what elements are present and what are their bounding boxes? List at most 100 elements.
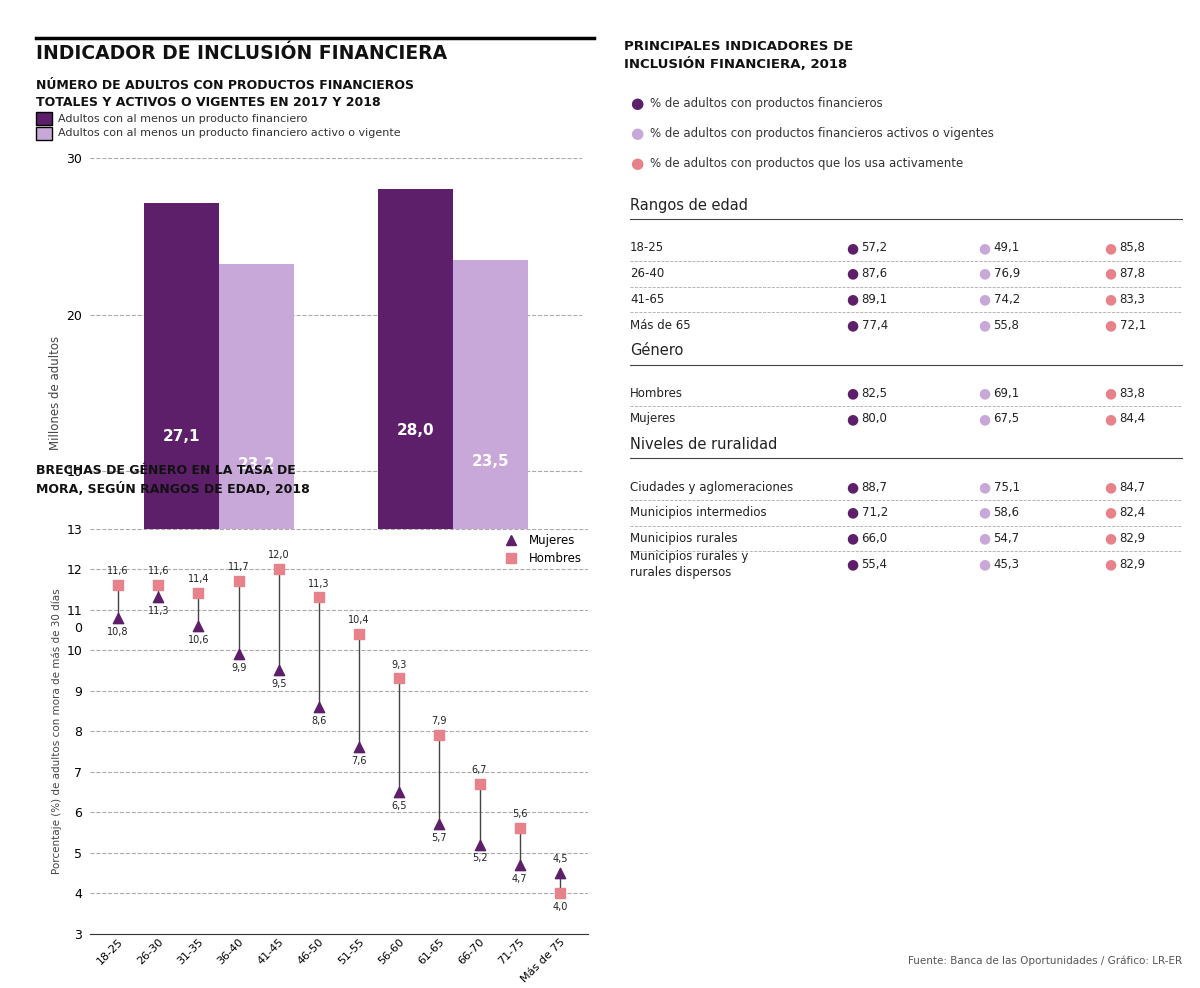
Text: 6,7: 6,7 xyxy=(472,765,487,775)
Text: 10,4: 10,4 xyxy=(348,615,370,625)
Point xyxy=(269,561,288,577)
Point xyxy=(149,590,168,606)
Text: Adultos con al menos un producto financiero activo o vigente: Adultos con al menos un producto financi… xyxy=(58,128,401,138)
Text: Municipios rurales: Municipios rurales xyxy=(630,532,738,545)
Point xyxy=(551,865,570,881)
Text: 77,4: 77,4 xyxy=(862,318,888,332)
Text: ●: ● xyxy=(1104,267,1116,281)
Text: 55,4: 55,4 xyxy=(862,557,888,571)
Text: 84,7: 84,7 xyxy=(1120,480,1146,494)
Text: 9,5: 9,5 xyxy=(271,680,287,690)
Text: 11,7: 11,7 xyxy=(228,562,250,572)
Point xyxy=(108,577,127,593)
Point xyxy=(149,577,168,593)
Text: 41-65: 41-65 xyxy=(630,292,665,306)
Text: 49,1: 49,1 xyxy=(994,241,1020,255)
Text: 4,0: 4,0 xyxy=(552,902,568,912)
Text: ●: ● xyxy=(846,318,858,332)
Text: ●: ● xyxy=(978,267,990,281)
Text: ●: ● xyxy=(846,480,858,494)
Point xyxy=(390,671,409,687)
Text: 71,2: 71,2 xyxy=(862,506,888,520)
Text: ●: ● xyxy=(1104,506,1116,520)
Text: ●: ● xyxy=(978,480,990,494)
Text: ●: ● xyxy=(978,318,990,332)
Text: % de adultos con productos financieros: % de adultos con productos financieros xyxy=(650,97,883,111)
Text: 9,9: 9,9 xyxy=(230,663,246,673)
Text: 27,1: 27,1 xyxy=(163,429,200,445)
Point xyxy=(108,610,127,625)
Text: 45,3: 45,3 xyxy=(994,557,1020,571)
Text: % de adultos con productos que los usa activamente: % de adultos con productos que los usa a… xyxy=(650,156,964,170)
Text: 11,3: 11,3 xyxy=(148,607,169,617)
Point xyxy=(510,857,529,872)
Text: 11,6: 11,6 xyxy=(148,566,169,576)
Text: ●: ● xyxy=(978,557,990,571)
Bar xyxy=(378,190,454,627)
Text: 5,2: 5,2 xyxy=(472,854,487,864)
Bar xyxy=(454,260,528,627)
Text: ●: ● xyxy=(846,412,858,426)
Text: 58,6: 58,6 xyxy=(994,506,1020,520)
Text: 88,7: 88,7 xyxy=(862,480,888,494)
Text: Rangos de edad: Rangos de edad xyxy=(630,198,748,212)
Text: ●: ● xyxy=(1104,292,1116,306)
Text: INDICADOR DE INCLUSIÓN FINANCIERA: INDICADOR DE INCLUSIÓN FINANCIERA xyxy=(36,44,448,63)
Text: 87,8: 87,8 xyxy=(1120,267,1146,281)
Point xyxy=(310,699,329,714)
Text: ●: ● xyxy=(1104,480,1116,494)
Text: ●: ● xyxy=(978,412,990,426)
Bar xyxy=(144,204,218,627)
Text: 82,9: 82,9 xyxy=(1120,532,1146,545)
Text: 83,8: 83,8 xyxy=(1120,386,1146,400)
Text: Mujeres: Mujeres xyxy=(630,412,677,426)
Text: ●: ● xyxy=(978,506,990,520)
Text: 18-25: 18-25 xyxy=(630,241,664,255)
Text: 74,2: 74,2 xyxy=(994,292,1020,306)
Text: 28,0: 28,0 xyxy=(397,423,434,438)
Text: ●: ● xyxy=(1104,532,1116,545)
Text: Municipios rurales y
rurales dispersos: Municipios rurales y rurales dispersos xyxy=(630,549,749,579)
Text: ●: ● xyxy=(846,506,858,520)
Text: 83,3: 83,3 xyxy=(1120,292,1146,306)
Text: ●: ● xyxy=(846,241,858,255)
Text: 80,0: 80,0 xyxy=(862,412,888,426)
Text: 82,9: 82,9 xyxy=(1120,557,1146,571)
Legend: Mujeres, Hombres: Mujeres, Hombres xyxy=(499,535,582,565)
Text: 9,3: 9,3 xyxy=(391,660,407,670)
Text: ●: ● xyxy=(1104,412,1116,426)
Text: ●: ● xyxy=(846,557,858,571)
Text: 12,0: 12,0 xyxy=(268,550,289,560)
Text: 82,4: 82,4 xyxy=(1120,506,1146,520)
Text: Fuente: Banca de las Oportunidades / Gráfico: LR-ER: Fuente: Banca de las Oportunidades / Grá… xyxy=(908,955,1182,966)
Text: 8,6: 8,6 xyxy=(311,715,326,726)
Text: 67,5: 67,5 xyxy=(994,412,1020,426)
Text: 26-40: 26-40 xyxy=(630,267,665,281)
Text: 11,6: 11,6 xyxy=(107,566,128,576)
Point xyxy=(349,739,368,755)
Text: % de adultos con productos financieros activos o vigentes: % de adultos con productos financieros a… xyxy=(650,126,995,140)
Text: 75,1: 75,1 xyxy=(994,480,1020,494)
Text: 89,1: 89,1 xyxy=(862,292,888,306)
Text: 72,1: 72,1 xyxy=(1120,318,1146,332)
Text: 5,6: 5,6 xyxy=(512,809,528,819)
Text: 10,8: 10,8 xyxy=(107,626,128,636)
Point xyxy=(188,586,208,602)
Text: Género: Género xyxy=(630,343,683,358)
Text: 55,8: 55,8 xyxy=(994,318,1020,332)
Text: 23,2: 23,2 xyxy=(238,456,275,471)
Point xyxy=(349,626,368,642)
Y-axis label: Millones de adultos: Millones de adultos xyxy=(49,336,62,450)
Text: ●: ● xyxy=(846,532,858,545)
Text: 7,6: 7,6 xyxy=(352,756,367,767)
Point xyxy=(551,885,570,901)
Point xyxy=(430,727,449,743)
Text: ●: ● xyxy=(978,532,990,545)
Point xyxy=(510,820,529,836)
Text: 84,4: 84,4 xyxy=(1120,412,1146,426)
Text: ●: ● xyxy=(1104,241,1116,255)
Point xyxy=(269,662,288,678)
Text: ●: ● xyxy=(978,241,990,255)
Text: 6,5: 6,5 xyxy=(391,801,407,811)
Text: 5,7: 5,7 xyxy=(432,833,448,843)
